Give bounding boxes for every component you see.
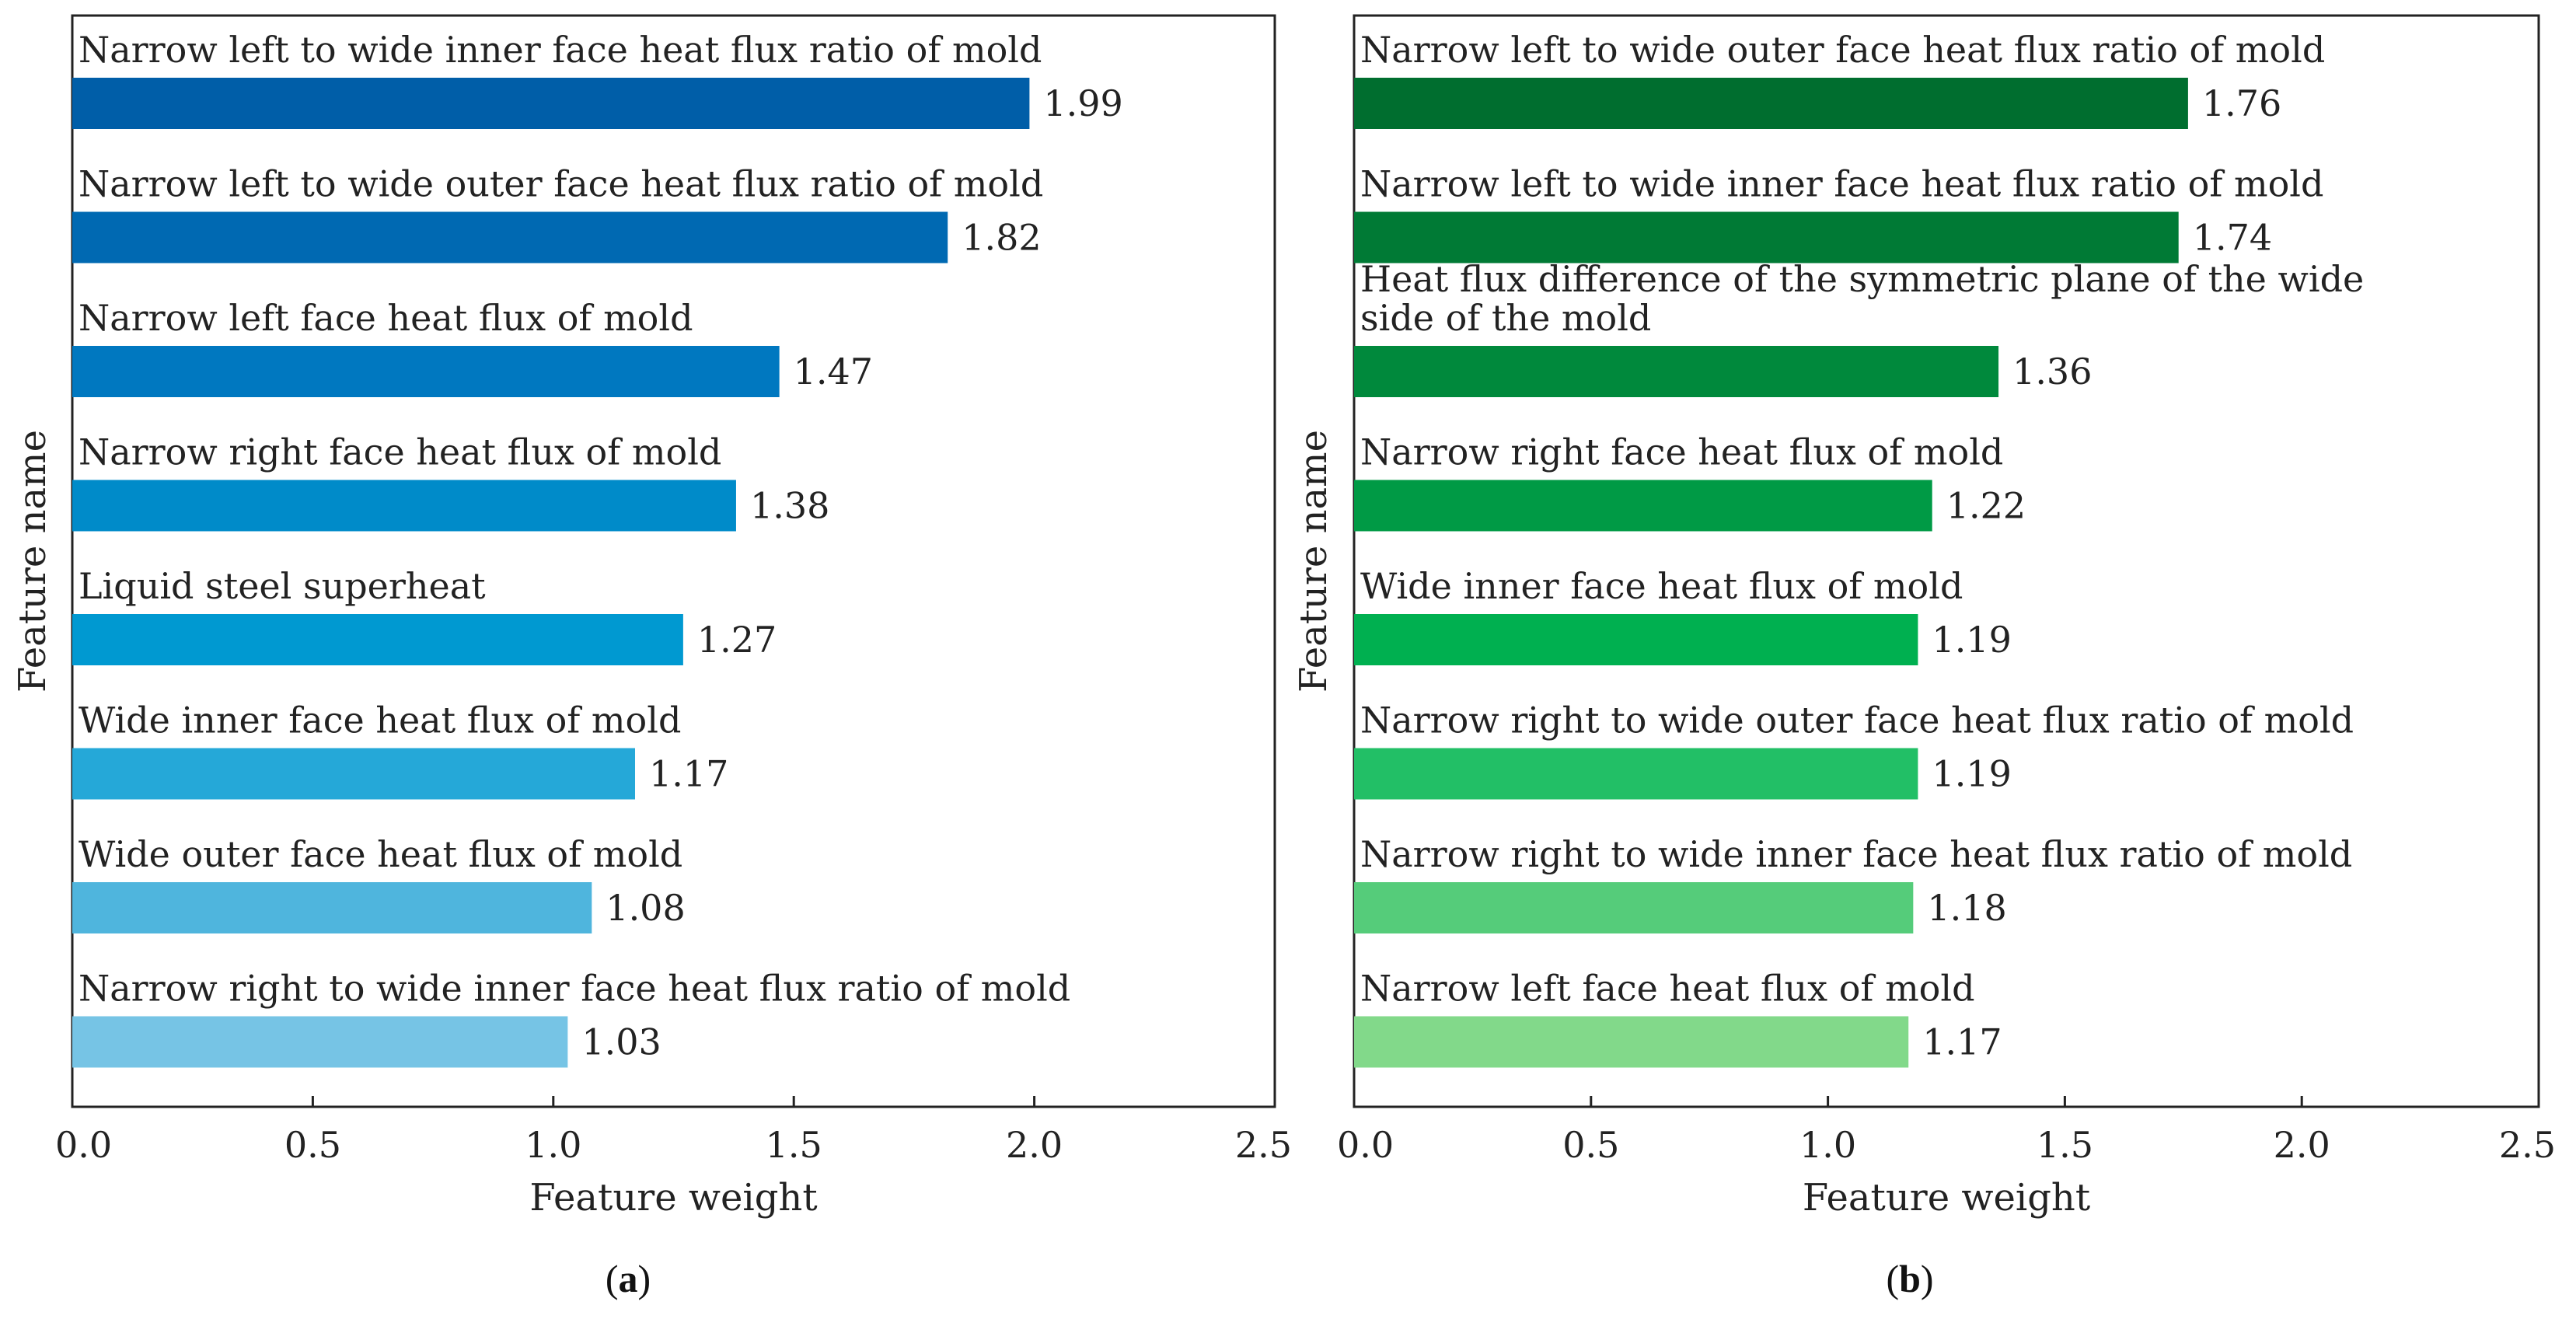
- value-label-4: 1.22: [1946, 485, 2026, 527]
- category-label-5: Wide inner face heat flux of mold: [1360, 565, 1963, 607]
- x-tick-label-3: 1.0: [1799, 1124, 1856, 1166]
- bar-3: [1354, 346, 1999, 397]
- category-label-2: Narrow left to wide inner face heat flux…: [1360, 163, 2323, 205]
- bar-4: [72, 480, 736, 532]
- category-label-4: Narrow right face heat flux of mold: [1360, 431, 2003, 473]
- value-label-7: 1.08: [606, 887, 685, 929]
- x-tick-label-1: 0.0: [1337, 1124, 1394, 1166]
- bar-4: [1354, 480, 1932, 532]
- x-tick-label-6: 2.5: [2499, 1124, 2556, 1166]
- x-tick-label-4: 1.5: [2037, 1124, 2093, 1166]
- x-tick-label-5: 2.0: [2274, 1124, 2330, 1166]
- bar-7: [72, 882, 592, 933]
- bar-8: [1354, 1016, 1909, 1068]
- category-label-7: Narrow right to wide inner face heat flu…: [1360, 833, 2352, 875]
- value-label-2: 1.82: [962, 217, 1041, 259]
- value-label-8: 1.03: [581, 1021, 661, 1063]
- category-label-6: Wide inner face heat flux of mold: [79, 700, 681, 742]
- bar-6: [72, 748, 635, 800]
- bar-8: [72, 1016, 568, 1068]
- bar-1: [1354, 78, 2188, 129]
- category-label-1: Narrow left to wide inner face heat flux…: [79, 29, 1042, 71]
- value-label-6: 1.19: [1932, 753, 2011, 795]
- value-label-3: 1.36: [2012, 351, 2092, 393]
- category-label-3-line-1: Heat flux difference of the symmetric pl…: [1360, 258, 2364, 300]
- category-label-3: Narrow left face heat flux of mold: [79, 297, 693, 339]
- bar-5: [72, 614, 683, 665]
- category-label-3-line-2: side of the mold: [1360, 297, 1651, 339]
- x-tick-label-3: 1.0: [525, 1124, 581, 1166]
- y-axis-title: Feature name: [11, 430, 54, 693]
- panel-label: (a): [606, 1257, 651, 1300]
- value-label-7: 1.18: [1927, 887, 2006, 929]
- bar-2: [1354, 211, 2179, 263]
- x-tick-label-5: 2.0: [1006, 1124, 1063, 1166]
- category-label-7: Wide outer face heat flux of mold: [79, 833, 682, 875]
- value-label-5: 1.27: [697, 619, 777, 661]
- x-axis-title: Feature weight: [529, 1176, 817, 1220]
- category-label-5: Liquid steel superheat: [79, 565, 486, 607]
- x-tick-label-1: 0.0: [55, 1124, 112, 1166]
- bar-6: [1354, 748, 1918, 800]
- value-label-1: 1.76: [2202, 82, 2281, 124]
- bar-7: [1354, 882, 1914, 933]
- category-label-8: Narrow right to wide inner face heat flu…: [79, 968, 1070, 1010]
- value-label-2: 1.74: [2193, 217, 2272, 259]
- plot-frame: [1353, 14, 2540, 1108]
- x-tick-label-2: 0.5: [1562, 1124, 1619, 1166]
- x-tick-label-6: 2.5: [1235, 1124, 1292, 1166]
- category-label-4: Narrow right face heat flux of mold: [79, 431, 721, 473]
- panel-label: (b): [1886, 1257, 1933, 1300]
- plot-frame: [71, 14, 1276, 1108]
- value-label-1: 1.99: [1043, 82, 1122, 124]
- x-tick-label-4: 1.5: [766, 1124, 822, 1166]
- value-label-5: 1.19: [1932, 619, 2011, 661]
- y-axis-title: Feature name: [1292, 430, 1335, 693]
- value-label-4: 1.38: [750, 485, 829, 527]
- bar-1: [72, 78, 1030, 129]
- x-axis-title: Feature weight: [1803, 1176, 2090, 1220]
- value-label-6: 1.17: [649, 753, 728, 795]
- bar-3: [72, 346, 780, 397]
- bar-2: [72, 211, 948, 263]
- category-label-2: Narrow left to wide outer face heat flux…: [79, 163, 1043, 205]
- category-label-6: Narrow right to wide outer face heat flu…: [1360, 700, 2354, 742]
- value-label-3: 1.47: [794, 351, 873, 393]
- category-label-8: Narrow left face heat flux of mold: [1360, 968, 1975, 1010]
- value-label-8: 1.17: [1922, 1021, 2002, 1063]
- category-label-1: Narrow left to wide outer face heat flux…: [1360, 29, 2325, 71]
- x-tick-label-2: 0.5: [284, 1124, 341, 1166]
- chart-panel-b: 1.76 Narrow left to wide outer face heat …: [1292, 14, 2556, 1300]
- bar-5: [1354, 614, 1918, 665]
